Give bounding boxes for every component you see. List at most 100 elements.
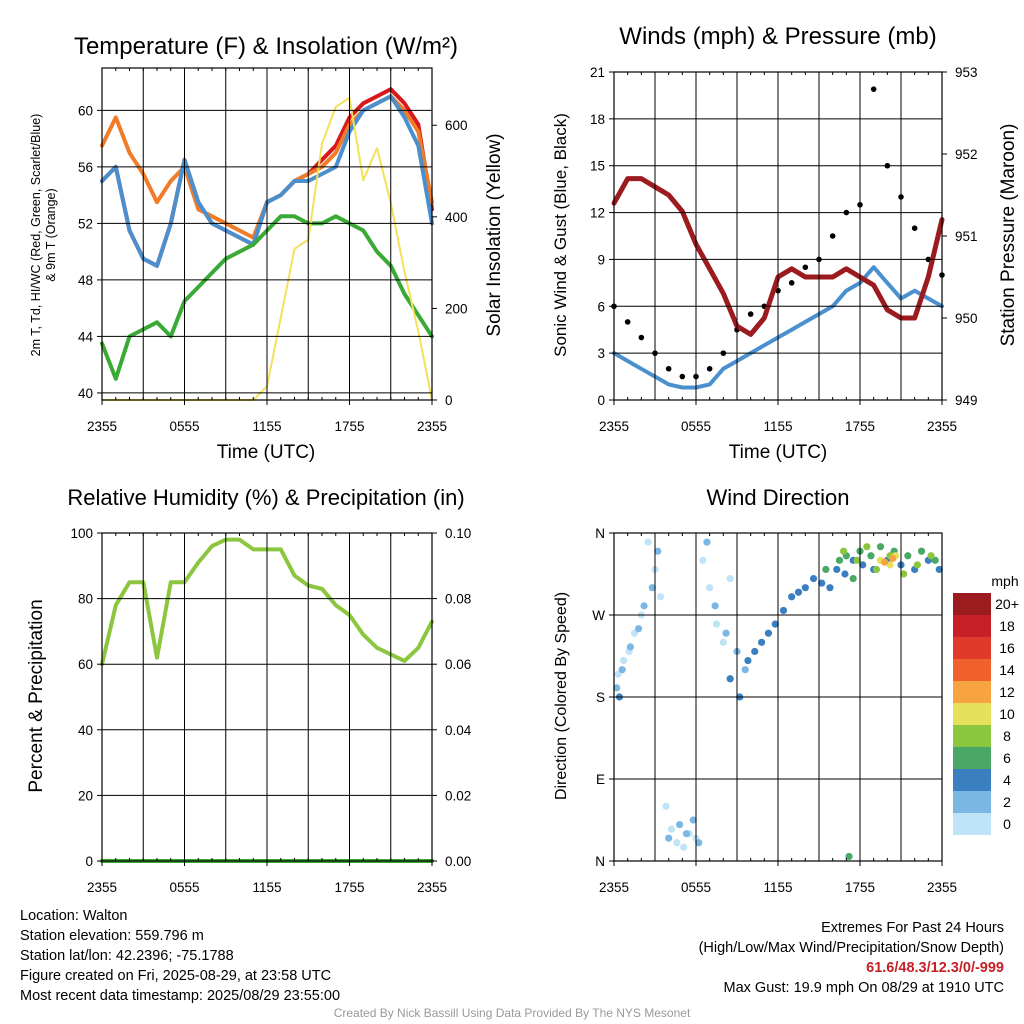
direction-point <box>619 656 628 665</box>
elevation-text: Station elevation: 559.796 m <box>20 928 204 944</box>
direction-point <box>889 554 897 563</box>
direction-point <box>840 547 848 555</box>
direction-point <box>640 602 648 610</box>
direction-point <box>703 538 711 546</box>
max-gust-text: Max Gust: 19.9 mph On 08/29 at 1910 UTC <box>723 980 1004 996</box>
legend-swatch <box>953 769 991 791</box>
x-tick-label: 1755 <box>845 419 875 434</box>
plot-frame <box>101 532 433 862</box>
y-tick-label: S <box>596 690 605 705</box>
direction-point <box>719 638 727 646</box>
latlon-text: Station lat/lon: 42.2396; -75.1788 <box>20 948 234 964</box>
legend-swatch <box>953 747 991 769</box>
direction-point <box>809 574 818 583</box>
created-text: Figure created on Fri, 2025-08-29, at 23… <box>20 968 332 984</box>
legend-label: 14 <box>999 662 1015 678</box>
wind-y2label: Station Pressure (Maroon) <box>998 124 1019 347</box>
gust-point <box>788 280 795 286</box>
y2-tick-label: 951 <box>955 229 978 244</box>
y-tick-label: 0 <box>597 393 605 408</box>
y-tick-label: 60 <box>78 657 93 672</box>
station-info: Location: Walton Station elevation: 559.… <box>20 906 340 1006</box>
data-layer <box>100 86 945 863</box>
y-tick-label: N <box>595 854 605 869</box>
direction-ylabel: Direction (Colored By Speed) <box>553 592 570 800</box>
direction-point <box>867 552 875 560</box>
x-tick-label: 0555 <box>681 880 711 895</box>
y-tick-label: 44 <box>78 329 94 344</box>
recent-data-text: Most recent data timestamp: 2025/08/29 2… <box>20 988 341 1004</box>
plot-frame <box>613 532 943 862</box>
y2-tick-label: 952 <box>955 147 978 162</box>
legend-swatch <box>953 681 991 703</box>
x-tick-label: 2355 <box>417 419 447 434</box>
direction-panel-title: Wind Direction <box>706 485 849 510</box>
direction-point <box>689 816 697 824</box>
direction-point <box>626 643 635 651</box>
direction-point <box>849 574 857 583</box>
legend-swatch <box>953 791 991 813</box>
y-tick-label: N <box>595 526 605 541</box>
direction-point <box>935 565 943 574</box>
x-tick-label: 0555 <box>169 880 199 895</box>
x-tick-label: 2355 <box>87 880 117 895</box>
x-tick-label: 1155 <box>763 880 792 895</box>
legend-label: 4 <box>1003 772 1011 788</box>
extremes-title: Extremes For Past 24 Hours <box>821 920 1004 936</box>
y-tick-label: 20 <box>78 788 93 803</box>
direction-point <box>917 547 926 555</box>
direction-point <box>656 593 665 601</box>
y2-tick-label: 950 <box>955 311 978 326</box>
x-tick-label: 1755 <box>334 419 364 434</box>
speed-legend: 20+ 18 16 14 12 10 8 6 4 2 0 <box>953 593 1019 835</box>
direction-point <box>680 843 688 851</box>
direction-point <box>741 666 749 674</box>
direction-point <box>682 830 691 838</box>
x-tick-label: 1155 <box>252 419 281 434</box>
legend-label: 2 <box>1003 794 1011 810</box>
direction-point <box>726 675 734 683</box>
rh-ylabel: Percent & Precipitation <box>26 599 47 792</box>
legend-swatch <box>953 813 991 835</box>
x-tick-label: 0555 <box>169 419 199 434</box>
gust-point <box>638 334 645 341</box>
gust-point <box>870 86 877 92</box>
direction-point <box>662 802 670 810</box>
direction-point <box>913 561 922 569</box>
direction-point <box>876 543 885 551</box>
y-tick-label: 56 <box>78 160 93 175</box>
legend-label: 8 <box>1003 728 1011 744</box>
legend-label: 12 <box>999 684 1015 700</box>
x-tick-label: 2355 <box>927 880 957 895</box>
x-tick-label: 1155 <box>252 880 281 895</box>
y2-tick-label: 400 <box>445 210 468 225</box>
direction-point <box>699 556 707 564</box>
plot-frame <box>101 67 433 401</box>
direction-point <box>648 584 656 592</box>
y-tick-label: 3 <box>597 346 605 361</box>
wind-panel-title: Winds (mph) & Pressure (mb) <box>619 23 936 50</box>
gust-point <box>665 365 672 372</box>
direction-point <box>771 620 779 628</box>
extremes-info: Extremes For Past 24 Hours (High/Low/Max… <box>699 918 1004 998</box>
direction-point <box>673 839 681 847</box>
legend-label: 10 <box>999 706 1015 722</box>
y-tick-label: 18 <box>590 112 605 127</box>
gust-point <box>747 311 754 317</box>
y2-tick-label: 0.10 <box>445 526 471 541</box>
direction-point <box>822 565 830 574</box>
x-tick-label: 1755 <box>845 880 875 895</box>
y-tick-label: 80 <box>78 592 93 607</box>
y-tick-label: 15 <box>590 159 605 174</box>
temperature-y2label: Solar Insolation (Yellow) <box>484 133 505 336</box>
legend-label: 0 <box>1003 816 1011 832</box>
legend-swatch <box>953 703 991 725</box>
direction-point <box>904 552 912 560</box>
legend-label: 6 <box>1003 750 1011 766</box>
direction-point <box>826 584 834 592</box>
temperature-ylabel-line2: & 9m T (Orange) <box>44 188 58 281</box>
direction-point <box>900 570 908 578</box>
gust-point <box>679 373 686 380</box>
direction-point <box>818 579 826 587</box>
